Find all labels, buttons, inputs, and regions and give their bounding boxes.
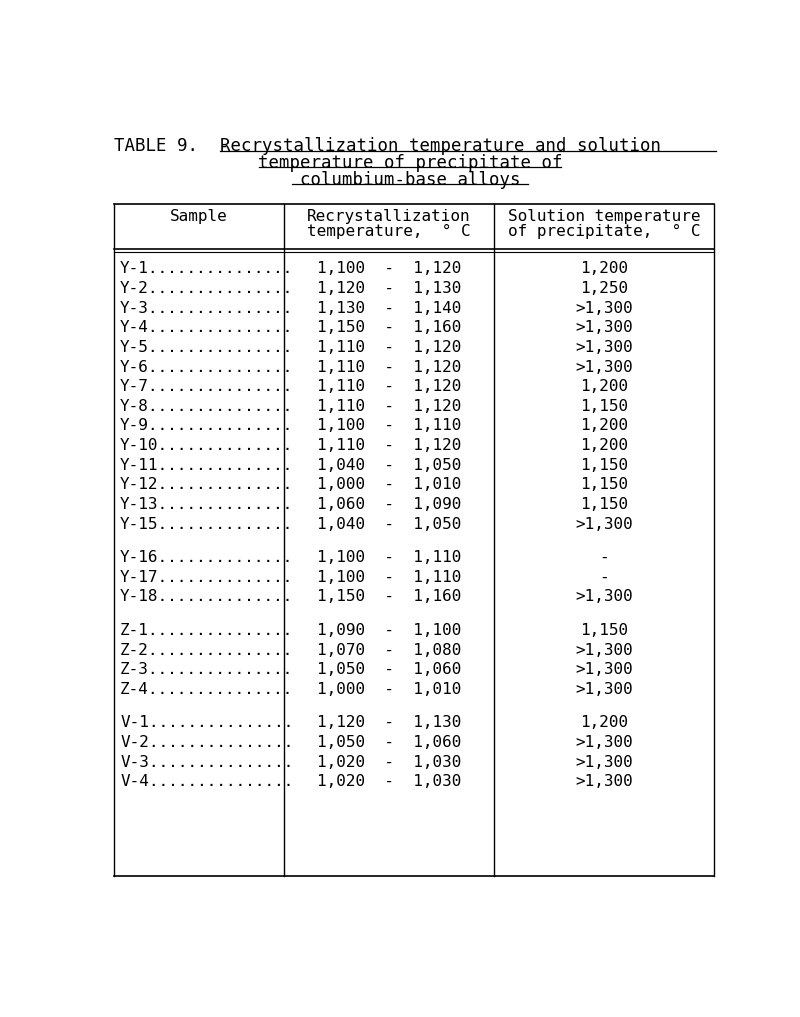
Text: V-4...............: V-4............... (120, 774, 294, 789)
Text: 1,000  -  1,010: 1,000 - 1,010 (317, 477, 462, 492)
Text: Y-9...............: Y-9............... (120, 418, 294, 433)
Text: 1,150: 1,150 (580, 458, 628, 473)
Text: 1,200: 1,200 (580, 379, 628, 395)
Text: >1,300: >1,300 (575, 735, 633, 750)
Text: Y-18..............: Y-18.............. (120, 590, 294, 604)
Text: Recrystallization: Recrystallization (307, 210, 471, 224)
Text: 1,150: 1,150 (580, 497, 628, 512)
Text: 1,110  -  1,120: 1,110 - 1,120 (317, 399, 462, 414)
Text: Y-16..............: Y-16.............. (120, 550, 294, 565)
Text: 1,110  -  1,120: 1,110 - 1,120 (317, 379, 462, 395)
Text: Y-7...............: Y-7............... (120, 379, 294, 395)
Text: 1,040  -  1,050: 1,040 - 1,050 (317, 458, 462, 473)
Text: temperature,  ° C: temperature, ° C (307, 225, 471, 239)
Text: Sample: Sample (170, 210, 228, 224)
Text: 1,120  -  1,130: 1,120 - 1,130 (317, 281, 462, 296)
Text: >1,300: >1,300 (575, 681, 633, 697)
Text: Y-11..............: Y-11.............. (120, 458, 294, 473)
Text: >1,300: >1,300 (575, 662, 633, 677)
Text: 1,000  -  1,010: 1,000 - 1,010 (317, 681, 462, 697)
Text: 1,070  -  1,080: 1,070 - 1,080 (317, 643, 462, 658)
Text: 1,100  -  1,110: 1,100 - 1,110 (317, 418, 462, 433)
Text: 1,150  -  1,160: 1,150 - 1,160 (317, 320, 462, 336)
Text: 1,100  -  1,110: 1,100 - 1,110 (317, 550, 462, 565)
Text: Y-8...............: Y-8............... (120, 399, 294, 414)
Text: 1,110  -  1,120: 1,110 - 1,120 (317, 438, 462, 454)
Text: 1,200: 1,200 (580, 438, 628, 454)
Text: -: - (599, 550, 609, 565)
Text: 1,130  -  1,140: 1,130 - 1,140 (317, 301, 462, 315)
Text: 1,020  -  1,030: 1,020 - 1,030 (317, 774, 462, 789)
Text: Z-3...............: Z-3............... (120, 662, 294, 677)
Text: 1,110  -  1,120: 1,110 - 1,120 (317, 340, 462, 355)
Text: >1,300: >1,300 (575, 320, 633, 336)
Text: 1,100  -  1,120: 1,100 - 1,120 (317, 261, 462, 277)
Text: >1,300: >1,300 (575, 301, 633, 315)
Text: 1,200: 1,200 (580, 715, 628, 730)
Text: temperature of precipitate of: temperature of precipitate of (258, 155, 562, 172)
Text: Y-1...............: Y-1............... (120, 261, 294, 277)
Text: 1,060  -  1,090: 1,060 - 1,090 (317, 497, 462, 512)
Text: 1,150  -  1,160: 1,150 - 1,160 (317, 590, 462, 604)
Text: 1,150: 1,150 (580, 477, 628, 492)
Text: Y-5...............: Y-5............... (120, 340, 294, 355)
Text: Y-17..............: Y-17.............. (120, 570, 294, 585)
Text: TABLE 9.  -: TABLE 9. - (114, 137, 240, 156)
Text: >1,300: >1,300 (575, 590, 633, 604)
Text: 1,150: 1,150 (580, 623, 628, 638)
Text: V-2...............: V-2............... (120, 735, 294, 750)
Text: Y-10..............: Y-10.............. (120, 438, 294, 454)
Text: V-1...............: V-1............... (120, 715, 294, 730)
Text: Y-12..............: Y-12.............. (120, 477, 294, 492)
Text: 1,110  -  1,120: 1,110 - 1,120 (317, 360, 462, 374)
Text: -: - (599, 570, 609, 585)
Text: 1,050  -  1,060: 1,050 - 1,060 (317, 735, 462, 750)
Text: 1,100  -  1,110: 1,100 - 1,110 (317, 570, 462, 585)
Text: Y-2...............: Y-2............... (120, 281, 294, 296)
Text: of precipitate,  ° C: of precipitate, ° C (507, 225, 700, 239)
Text: >1,300: >1,300 (575, 643, 633, 658)
Text: Y-15..............: Y-15.............. (120, 517, 294, 532)
Text: Y-13..............: Y-13.............. (120, 497, 294, 512)
Text: columbium-base alloys: columbium-base alloys (300, 171, 520, 189)
Text: >1,300: >1,300 (575, 340, 633, 355)
Text: 1,120  -  1,130: 1,120 - 1,130 (317, 715, 462, 730)
Text: Z-2...............: Z-2............... (120, 643, 294, 658)
Text: 1,050  -  1,060: 1,050 - 1,060 (317, 662, 462, 677)
Text: 1,150: 1,150 (580, 399, 628, 414)
Text: Solution temperature: Solution temperature (507, 210, 700, 224)
Text: 1,200: 1,200 (580, 418, 628, 433)
Text: Z-4...............: Z-4............... (120, 681, 294, 697)
Text: 1,250: 1,250 (580, 281, 628, 296)
Text: >1,300: >1,300 (575, 755, 633, 770)
Text: 1,020  -  1,030: 1,020 - 1,030 (317, 755, 462, 770)
Text: 1,040  -  1,050: 1,040 - 1,050 (317, 517, 462, 532)
Text: >1,300: >1,300 (575, 360, 633, 374)
Text: >1,300: >1,300 (575, 517, 633, 532)
Text: Y-3...............: Y-3............... (120, 301, 294, 315)
Text: 1,090  -  1,100: 1,090 - 1,100 (317, 623, 462, 638)
Text: V-3...............: V-3............... (120, 755, 294, 770)
Text: >1,300: >1,300 (575, 774, 633, 789)
Text: Recrystallization temperature and solution: Recrystallization temperature and soluti… (220, 137, 661, 156)
Text: Y-4...............: Y-4............... (120, 320, 294, 336)
Text: Y-6...............: Y-6............... (120, 360, 294, 374)
Text: Z-1...............: Z-1............... (120, 623, 294, 638)
Text: 1,200: 1,200 (580, 261, 628, 277)
